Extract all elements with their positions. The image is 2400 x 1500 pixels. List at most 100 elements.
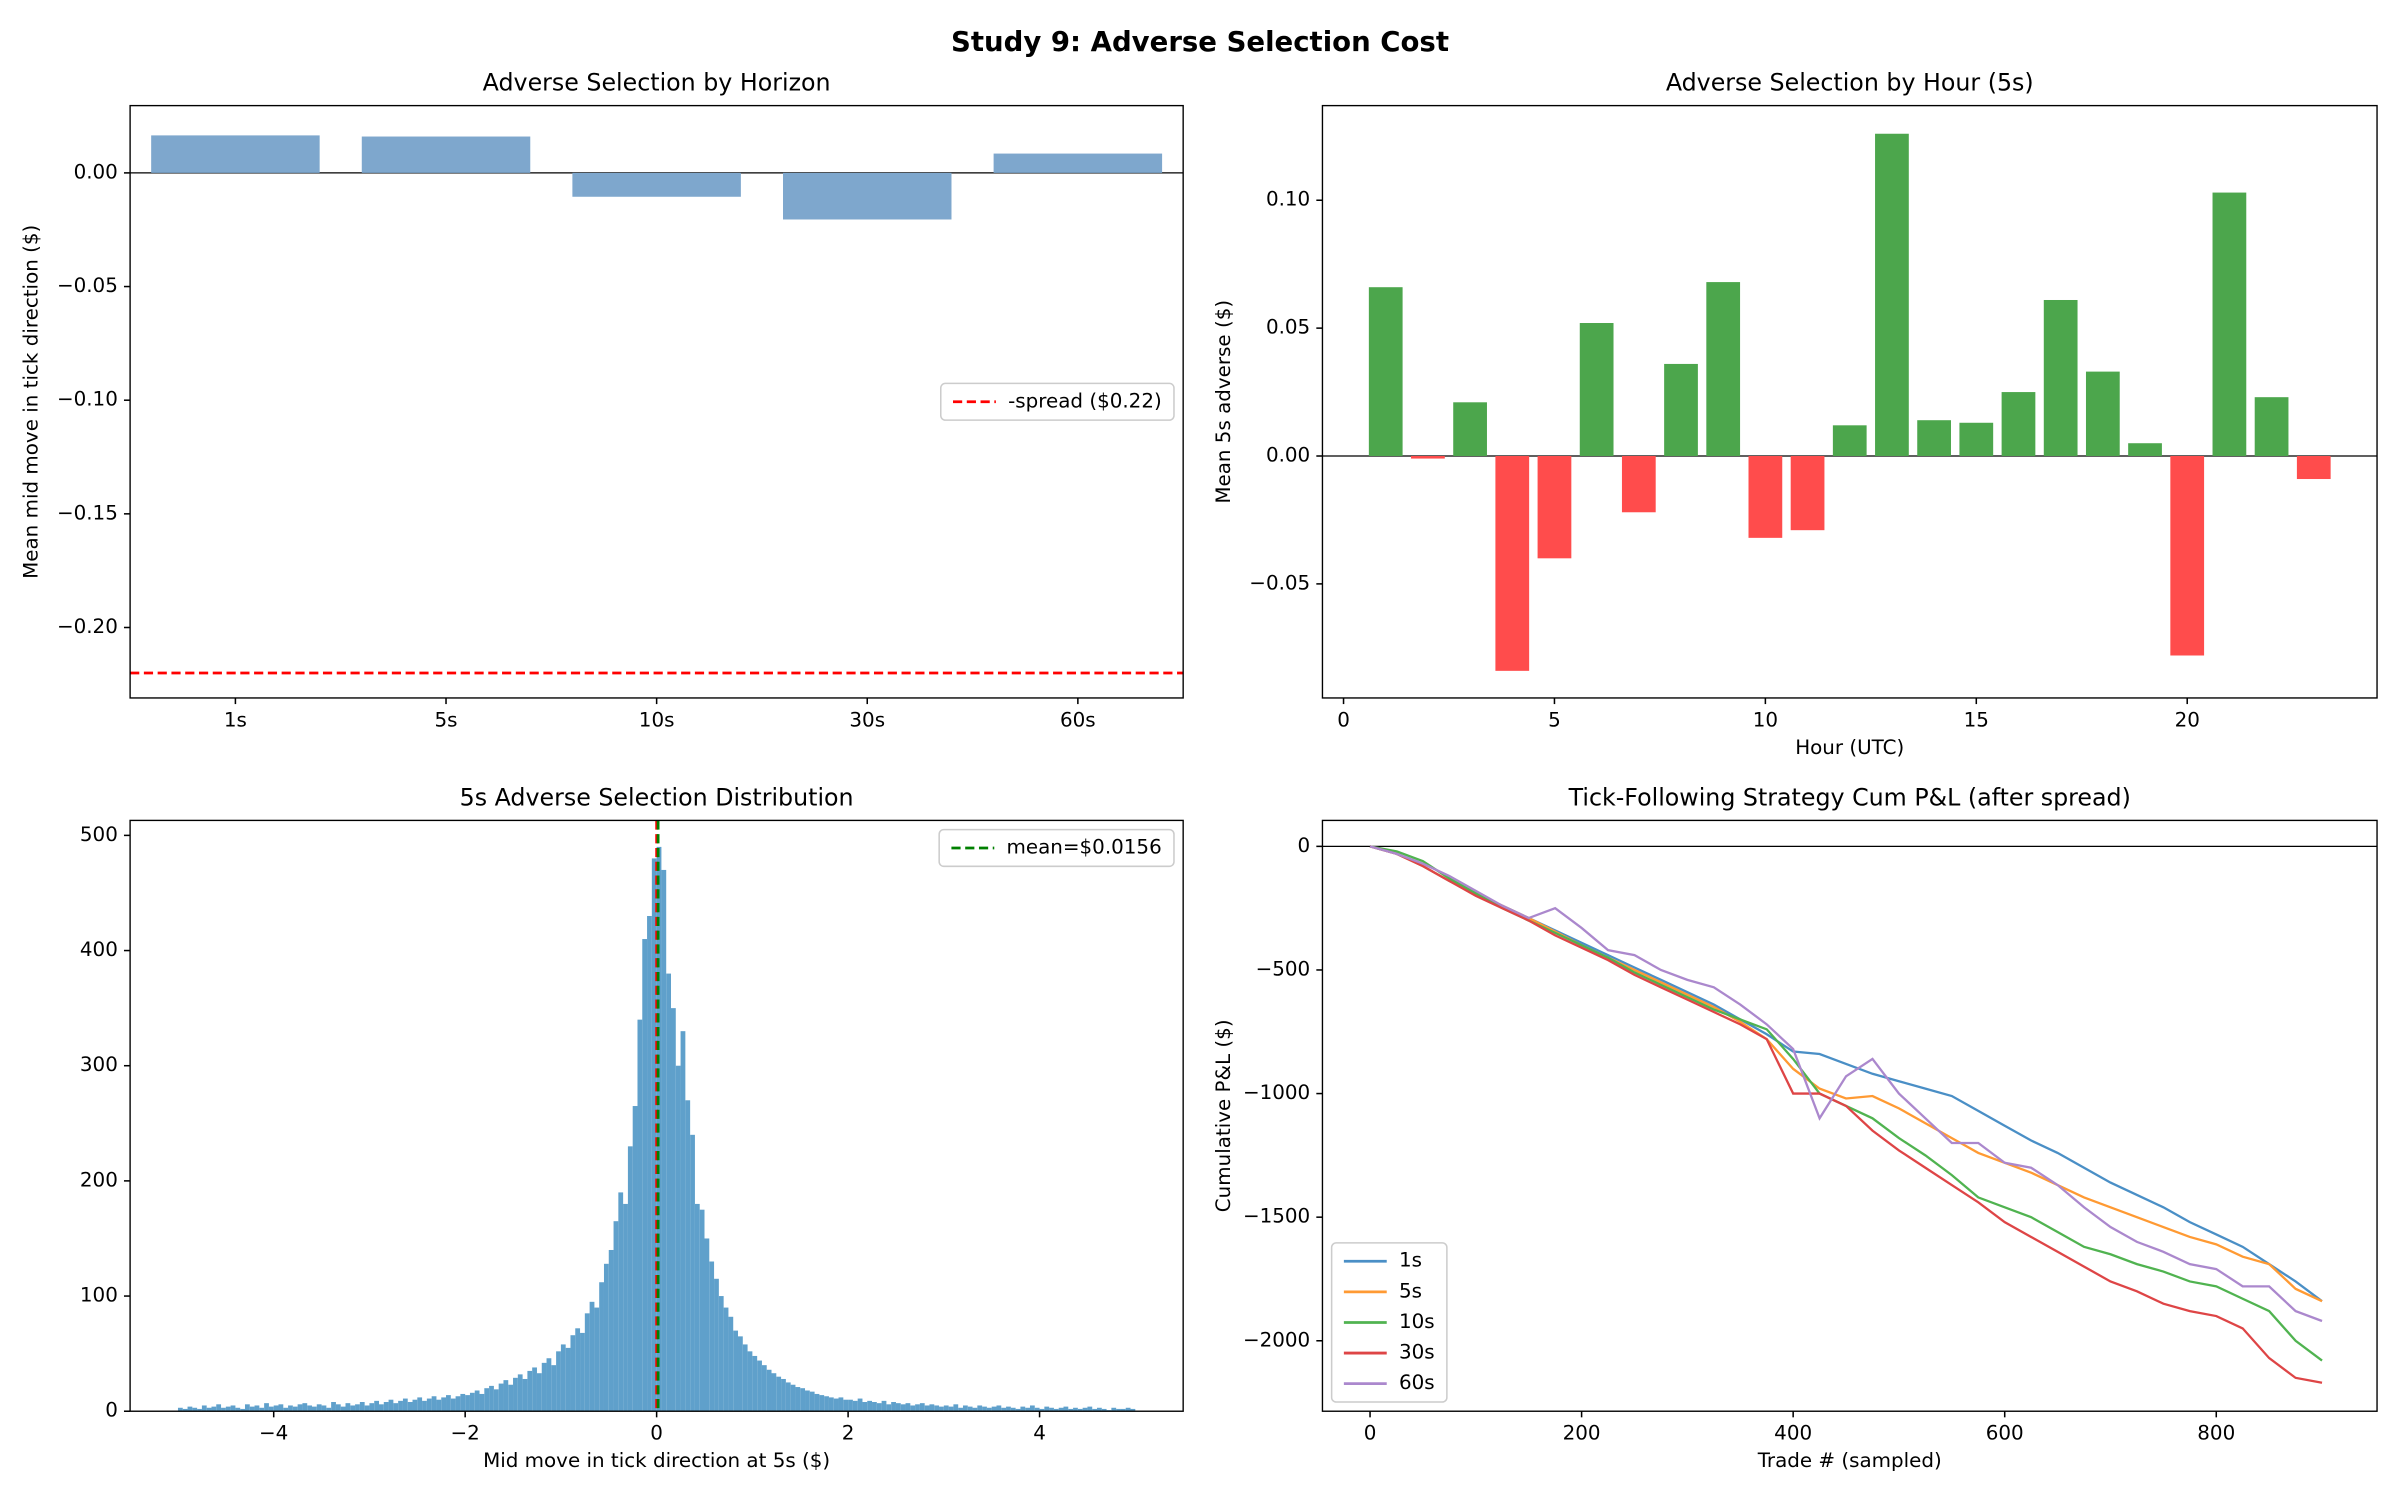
histogram-bar [216, 1404, 222, 1412]
histogram-bar [489, 1385, 494, 1412]
histogram-bar [704, 1238, 710, 1412]
histogram-bar [738, 1336, 743, 1412]
legend-label: 10s [1399, 1310, 1435, 1333]
x-tick-label: 20 [2175, 708, 2200, 731]
histogram-bar [1053, 1408, 1059, 1412]
histogram-bar [809, 1391, 815, 1412]
x-tick-label: 15 [1964, 708, 1989, 731]
histogram-bar [728, 1316, 734, 1412]
histogram-bar [752, 1355, 758, 1412]
histogram-bar [1130, 1408, 1136, 1412]
plot-frame [129, 819, 1184, 1412]
histogram-bar [580, 1332, 585, 1412]
x-tick-label: 30s [849, 708, 885, 731]
histogram-bar [302, 1403, 308, 1412]
histogram-bar [876, 1403, 882, 1412]
histogram-bar [369, 1403, 375, 1412]
histogram-bar [819, 1395, 825, 1412]
histogram-bar [603, 1263, 609, 1412]
histogram-bar [513, 1377, 518, 1412]
histogram-bar [1073, 1407, 1078, 1412]
histogram-bar [379, 1404, 384, 1412]
histogram-bar [910, 1405, 916, 1412]
subplot-title: Adverse Selection by Horizon [483, 69, 831, 97]
x-tick-label: −4 [259, 1422, 288, 1445]
legend-box [1330, 1242, 1448, 1403]
bar [1579, 323, 1614, 457]
y-tick-label: −0.15 [57, 501, 118, 524]
histogram-bar [757, 1360, 762, 1412]
histogram-bar [627, 1146, 633, 1412]
bar [2254, 397, 2289, 457]
legend-label: 60s [1399, 1371, 1435, 1394]
y-tick-label: −0.10 [57, 388, 118, 411]
x-axis-label: Trade # (sampled) [1757, 1449, 1942, 1472]
legend-label: mean=$0.0156 [1007, 835, 1162, 858]
legend-box [938, 828, 1175, 868]
y-tick-label: 0.00 [74, 160, 118, 183]
histogram-bar [694, 1203, 700, 1412]
histogram-bar [939, 1406, 944, 1412]
histogram-bar [503, 1380, 509, 1412]
y-axis-label: Cumulative P&L ($) [1212, 1019, 1235, 1212]
histogram-bar [249, 1406, 255, 1412]
x-tick-label: −2 [451, 1422, 480, 1445]
histogram-bar [781, 1378, 786, 1412]
histogram-bar [733, 1330, 739, 1412]
histogram-bar [776, 1376, 782, 1412]
y-axis-label: Mean mid move in tick direction ($) [20, 225, 43, 579]
bar [1959, 422, 1994, 457]
histogram-bar [197, 1408, 202, 1412]
histogram-bar [589, 1301, 595, 1412]
histogram-bar [943, 1405, 949, 1412]
histogram-bar [594, 1307, 600, 1412]
histogram-bar [316, 1404, 322, 1412]
histogram-bar [972, 1407, 978, 1412]
x-tick-label: 5s [435, 708, 458, 731]
histogram-bar [647, 915, 652, 1412]
histogram-bar [814, 1393, 820, 1412]
histogram-bar [240, 1408, 245, 1412]
histogram-bar [450, 1398, 456, 1412]
bar [783, 172, 952, 220]
histogram-bar [264, 1403, 269, 1412]
histogram-bar [642, 939, 648, 1412]
histogram-bar [182, 1408, 188, 1412]
histogram-bar [446, 1395, 451, 1412]
histogram-bar [1001, 1407, 1007, 1412]
histogram-bar [1116, 1408, 1121, 1412]
histogram-bar [307, 1405, 312, 1412]
x-tick-label: 60s [1060, 708, 1096, 731]
histogram-bar [426, 1398, 432, 1412]
histogram-bar [398, 1400, 403, 1412]
bar [2128, 443, 2162, 457]
histogram-bar [393, 1403, 399, 1412]
histogram-bar [771, 1373, 777, 1412]
histogram-bar [986, 1407, 992, 1412]
bar [2085, 371, 2120, 457]
histogram-bar [1097, 1407, 1102, 1412]
histogram-bar [685, 1100, 691, 1412]
bar [361, 136, 531, 173]
histogram-bar [967, 1406, 973, 1412]
y-tick-label: 0.05 [1266, 316, 1310, 339]
bar [1537, 456, 1572, 559]
bar [1748, 456, 1783, 538]
histogram-bar [895, 1403, 901, 1412]
histogram-bar [991, 1406, 997, 1412]
y-tick-label: 300 [80, 1053, 118, 1076]
bar [2170, 456, 2205, 656]
histogram-bar [479, 1393, 485, 1412]
bar [1621, 456, 1656, 513]
histogram-bar [905, 1403, 911, 1412]
y-tick-label: −1000 [1243, 1081, 1310, 1104]
histogram-bar [460, 1393, 466, 1412]
histogram-bar [177, 1407, 183, 1412]
histogram-bar [244, 1404, 250, 1412]
y-tick-label: 0 [1298, 834, 1311, 857]
histogram-bar [206, 1407, 212, 1412]
histogram-bar [637, 1019, 643, 1412]
histogram-bar [805, 1390, 810, 1412]
histogram-bar [221, 1407, 226, 1412]
y-tick-label: −0.05 [57, 274, 118, 297]
